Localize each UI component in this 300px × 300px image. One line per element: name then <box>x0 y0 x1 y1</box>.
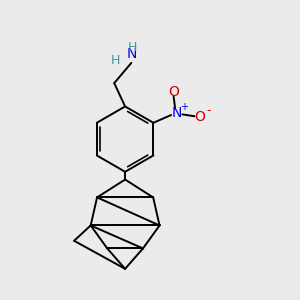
Text: H: H <box>128 41 137 55</box>
Text: N: N <box>126 47 136 61</box>
Text: O: O <box>195 110 206 124</box>
Text: H: H <box>111 54 121 67</box>
Text: O: O <box>168 85 179 99</box>
Text: N: N <box>172 106 182 121</box>
Text: +: + <box>180 102 188 112</box>
Text: -: - <box>206 104 211 118</box>
